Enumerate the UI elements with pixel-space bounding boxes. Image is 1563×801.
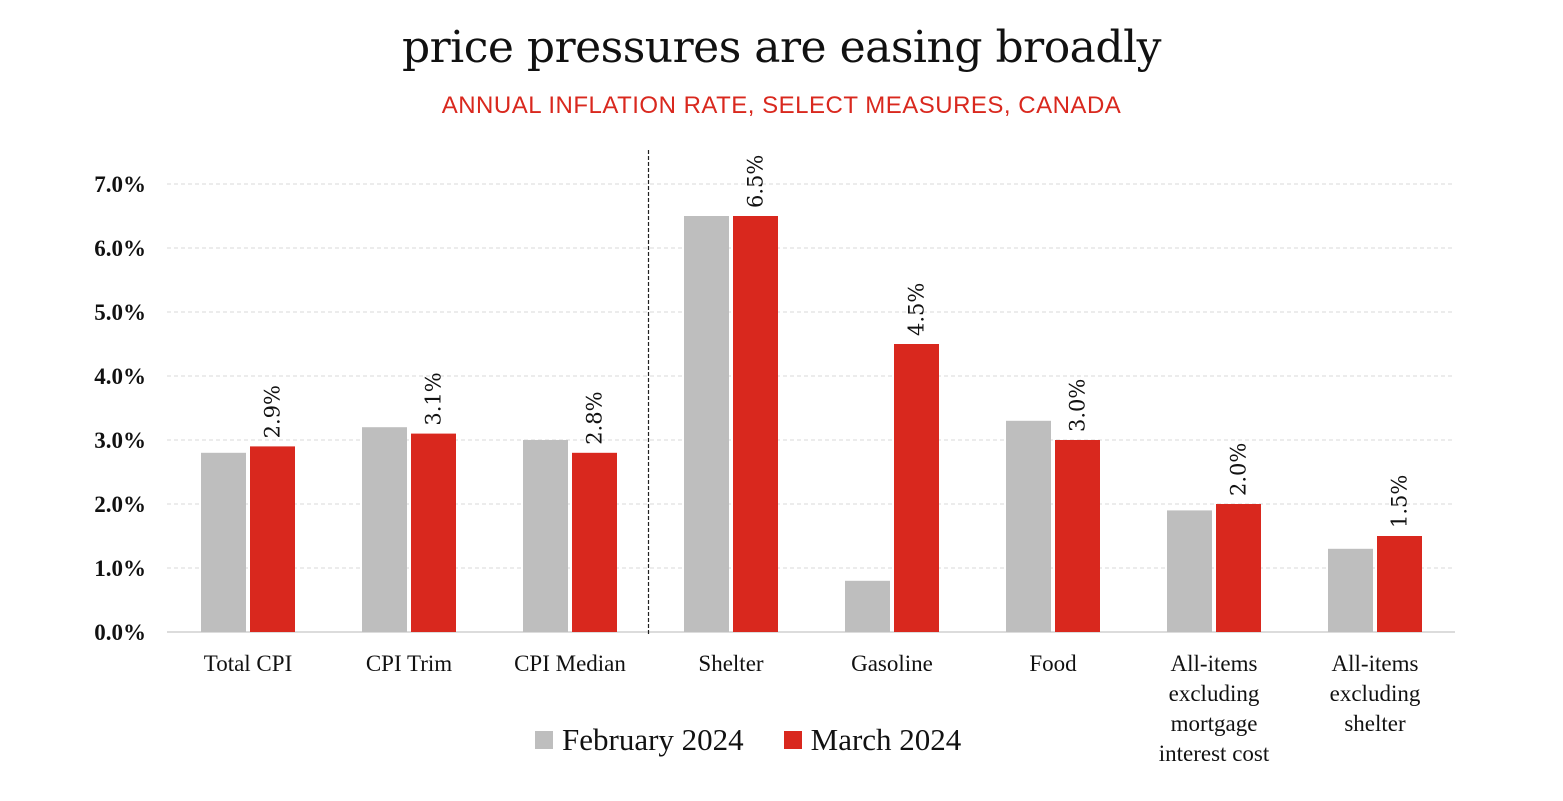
x-tick-label: All-items excluding mortgage interest cost (1159, 651, 1270, 766)
legend-item-march: March 2024 (783, 722, 962, 758)
bars (201, 216, 1422, 632)
legend-swatch-march (783, 731, 802, 749)
legend-item-february: February 2024 (535, 722, 744, 758)
x-tick-label-line: CPI Median (514, 651, 626, 676)
bar-february (201, 452, 246, 632)
bar-february (1167, 510, 1212, 632)
x-tick-label-line: Gasoline (851, 651, 933, 676)
x-tick-label-line: mortgage (1171, 711, 1258, 736)
bar-march (572, 452, 617, 632)
x-tick-label-line: Total CPI (204, 651, 292, 676)
x-tick-label: Total CPI (204, 651, 292, 676)
x-tick-label: CPI Trim (366, 651, 452, 676)
data-label: 3.1% (422, 372, 446, 425)
x-tick-label: Gasoline (851, 651, 933, 676)
legend-label-march: March 2024 (810, 722, 962, 757)
data-label: 2.9% (261, 385, 285, 438)
bar-february (1006, 420, 1051, 632)
x-tick-label: Shelter (698, 651, 763, 676)
bar-march (894, 344, 939, 632)
bar-march (1055, 440, 1100, 632)
y-tick-label: 1.0% (94, 556, 146, 581)
x-tick-label-line: shelter (1344, 711, 1406, 736)
chart-title: price pressures are easing broadly (401, 22, 1162, 73)
x-tick-label: All-items excluding shelter (1330, 651, 1421, 736)
y-tick-label: 7.0% (94, 172, 146, 197)
bar-march (250, 446, 295, 632)
bar-march (1377, 536, 1422, 632)
x-tick-label-line: Food (1029, 651, 1077, 676)
x-tick-label-line: excluding (1169, 681, 1260, 706)
x-tick-label: CPI Median (514, 651, 626, 676)
chart-subtitle: ANNUAL INFLATION RATE, SELECT MEASURES, … (441, 92, 1122, 119)
y-tick-label: 4.0% (94, 364, 146, 389)
bar-february (362, 427, 407, 632)
data-labels: 2.9% 3.1% 2.8% 6.5% 4.5% 3.0% 2.0% 1.5% (261, 155, 1412, 528)
x-tick-label-line: All-items (1332, 651, 1419, 676)
y-axis: 0.0% 1.0% 2.0% 3.0% 4.0% 5.0% 6.0% 7.0% (94, 172, 146, 645)
legend-label-february: February 2024 (562, 722, 744, 757)
data-label: 2.0% (1227, 443, 1251, 496)
y-tick-label: 0.0% (94, 620, 146, 645)
legend-swatch-february (535, 731, 553, 749)
y-tick-label: 6.0% (94, 236, 146, 261)
x-tick-label-line: excluding (1330, 681, 1421, 706)
bar-february (684, 216, 729, 632)
y-tick-label: 2.0% (94, 492, 146, 517)
y-tick-label: 5.0% (94, 300, 146, 325)
data-label: 2.8% (583, 391, 607, 444)
x-tick-label-line: CPI Trim (366, 651, 452, 676)
x-tick-label: Food (1029, 651, 1077, 676)
bar-february (523, 440, 568, 632)
data-label: 4.5% (905, 283, 929, 336)
gridlines (167, 150, 1455, 634)
bar-march (733, 216, 778, 632)
data-label: 6.5% (744, 155, 768, 208)
x-tick-label-line: interest cost (1159, 741, 1270, 766)
bar-march (411, 433, 456, 632)
x-tick-label-line: Shelter (698, 651, 763, 676)
bar-february (1328, 548, 1373, 632)
legend: February 2024 March 2024 (535, 722, 1001, 758)
bar-march (1216, 504, 1261, 632)
x-tick-label-line: All-items (1171, 651, 1258, 676)
data-label: 3.0% (1066, 379, 1090, 432)
y-tick-label: 3.0% (94, 428, 146, 453)
bar-february (845, 580, 890, 632)
x-axis: Total CPI CPI Trim CPI Median Shelter Gasoli… (204, 651, 1421, 766)
data-label: 1.5% (1388, 475, 1412, 528)
